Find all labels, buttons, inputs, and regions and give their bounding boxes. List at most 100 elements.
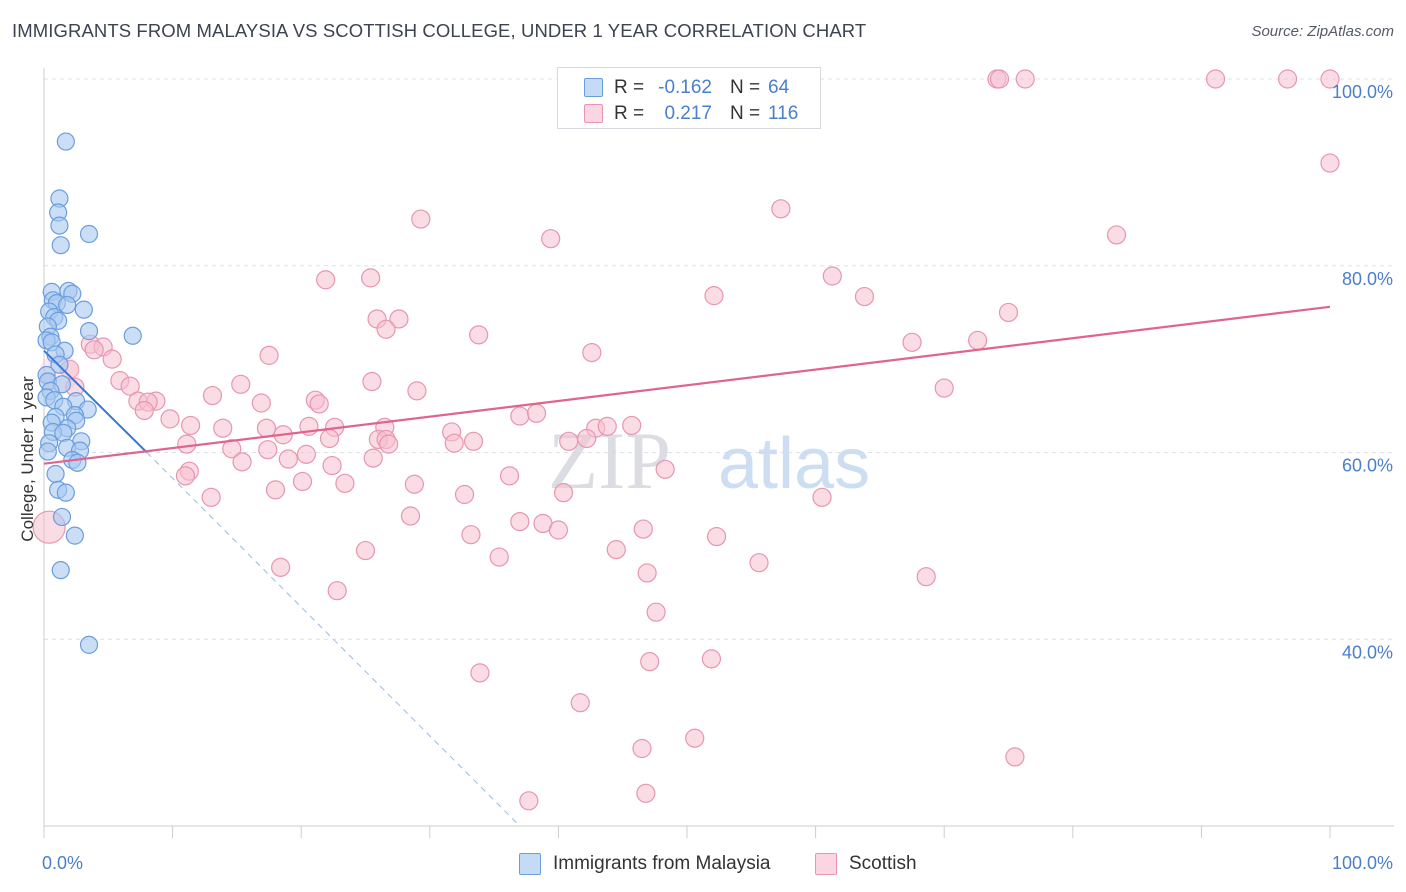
y-tick-label: 100.0% (1332, 82, 1393, 102)
scottish-point (463, 431, 484, 451)
scottish-point (363, 448, 383, 468)
scottish-point (989, 69, 1010, 89)
scottish-point (1320, 69, 1340, 89)
scottish-point (120, 376, 140, 396)
trend-lines (43, 305, 1331, 827)
x-tick-label: 100.0% (1332, 853, 1393, 873)
r-value: -0.162 (658, 77, 712, 98)
scottish-points (32, 69, 1340, 811)
malaysia-point (123, 326, 142, 345)
tick-labels: 40.0% 60.0% 80.0% 100.0% 0.0% 100.0% (42, 82, 1393, 873)
malaysia-point (79, 322, 99, 341)
y-tick-label: 80.0% (1342, 269, 1393, 289)
y-axis-label: College, Under 1 year (18, 376, 37, 542)
scottish-point (454, 484, 475, 505)
n-label: N = (730, 77, 761, 98)
scottish-point (362, 371, 382, 392)
scottish-point (160, 409, 180, 429)
scottish-point (322, 455, 342, 476)
malaysia-point (54, 423, 73, 442)
malaysia-point (74, 300, 93, 319)
malaysia-point (56, 483, 75, 502)
legend-item-malaysia[interactable]: Immigrants from Malaysia (519, 850, 771, 878)
scottish-point (84, 340, 104, 360)
scottish-point (265, 480, 286, 500)
series-legend: Immigrants from Malaysia Scottish (0, 850, 1406, 880)
scottish-point (231, 374, 251, 394)
scottish-point (998, 302, 1019, 323)
malaysia-legend-swatch (519, 853, 541, 875)
malaysia-point (51, 561, 70, 580)
scottish-point (469, 325, 489, 345)
scottish-point (582, 342, 602, 363)
scottish-point (633, 519, 653, 539)
scottish-point (706, 526, 727, 547)
malaysia-point (56, 132, 75, 151)
scottish-point (319, 428, 340, 449)
scottish-point (646, 602, 666, 622)
scottish-point (1320, 153, 1340, 173)
scottish-point (1106, 225, 1127, 245)
scottish-point (519, 791, 539, 811)
malaysia-point (51, 236, 70, 255)
scottish-point (968, 330, 988, 351)
scottish-point (902, 332, 922, 352)
scottish-point (489, 547, 509, 567)
scottish-point (812, 487, 832, 507)
malaysia-swatch (584, 78, 603, 97)
scottish-point (296, 444, 316, 464)
scottish-point (259, 345, 279, 365)
scottish-point (1015, 69, 1035, 89)
n-value: 64 (768, 77, 790, 98)
malaysia-point (58, 295, 77, 315)
scottish-point (916, 567, 936, 587)
legend-item-scottish[interactable]: Scottish (815, 850, 917, 878)
scottish-point (1205, 69, 1226, 89)
scottish-point (526, 403, 547, 423)
stats-row-scottish: R = 0.217 N = 116 (558, 101, 820, 127)
scottish-point (400, 506, 421, 526)
scottish-point (251, 393, 271, 413)
scottish-point (548, 520, 569, 540)
scottish-point (510, 406, 530, 426)
malaysia-point (52, 507, 72, 527)
scottish-point (934, 378, 954, 398)
scottish-point (461, 525, 481, 545)
r-value: 0.217 (664, 103, 712, 124)
scottish-point (102, 349, 122, 369)
x-tick-label: 0.0% (42, 853, 83, 873)
scottish-point (622, 415, 642, 436)
scottish-trend-line (43, 305, 1331, 465)
scottish-point (640, 652, 660, 672)
scottish-point (411, 209, 431, 229)
scottish-point (361, 268, 381, 288)
scottish-point (597, 416, 617, 436)
malaysia-point (65, 526, 84, 545)
scottish-point (213, 418, 233, 438)
scottish-point (632, 738, 652, 759)
scottish-point (553, 483, 574, 503)
scottish-point (327, 581, 347, 601)
scottish-point (181, 415, 201, 436)
scottish-point (232, 452, 252, 472)
scottish-point (655, 459, 675, 479)
scottish-point (637, 563, 657, 583)
y-tick-label: 40.0% (1342, 642, 1393, 662)
scottish-point (271, 557, 291, 577)
scottish-point (854, 286, 875, 307)
malaysia-point (46, 464, 65, 484)
scottish-point (335, 473, 355, 493)
scottish-point (771, 199, 791, 219)
malaysia-point (50, 216, 69, 235)
scottish-point (559, 431, 579, 451)
scottish-point (749, 553, 769, 573)
scottish-legend-swatch (815, 853, 837, 875)
scottish-point (379, 434, 399, 454)
scottish-point (316, 270, 336, 290)
chart-title: IMMIGRANTS FROM MALAYSIA VS SCOTTISH COL… (12, 20, 867, 41)
grid-lines (44, 78, 1394, 640)
scottish-swatch (584, 104, 603, 123)
legend-label-malaysia: Immigrants from Malaysia (553, 853, 771, 874)
malaysia-points (37, 132, 142, 654)
